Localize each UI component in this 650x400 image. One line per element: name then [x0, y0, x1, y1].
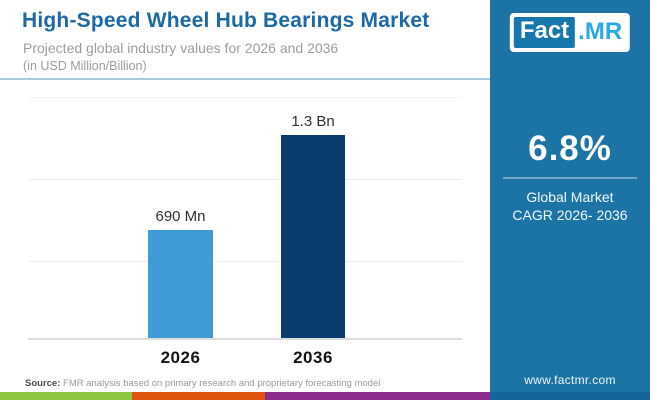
header-divider [0, 78, 490, 80]
factmr-logo: Fact .MR [509, 13, 631, 53]
subtitle-line2: (in USD Million/Billion) [23, 59, 147, 74]
gridline [28, 261, 462, 262]
bar-column-2036: 1.3 Bn 2036 [281, 80, 345, 367]
bar-2026 [148, 230, 213, 338]
bar-value-label-2026: 690 Mn [155, 208, 206, 225]
website-url: www.factmr.com [524, 373, 616, 387]
logo-mr-text: .MR [578, 17, 623, 45]
gridline [28, 179, 462, 180]
source-text: FMR analysis based on primary research a… [60, 378, 381, 389]
bar-value-label-2036: 1.3 Bn [291, 113, 335, 130]
bar-chart: 690 Mn 2026 1.3 Bn 2036 [0, 80, 490, 367]
header: High-Speed Wheel Hub Bearings Market Pro… [22, 8, 482, 74]
cagr-value: 6.8% [528, 129, 612, 168]
stripe-segment [265, 392, 490, 400]
sidebar: Fact .MR 6.8% Global Market CAGR 2026- 2… [490, 0, 650, 400]
bar-column-2026: 690 Mn 2026 [148, 80, 213, 367]
x-tick-label-2036: 2036 [293, 348, 333, 367]
source-note: Source: FMR analysis based on primary re… [25, 378, 380, 389]
stripe-segment [0, 392, 132, 400]
stripe-segment [490, 392, 650, 400]
stripe-segment [132, 392, 265, 400]
logo-fact-text: Fact [513, 17, 576, 49]
subtitle-line1: Projected global industry values for 202… [23, 40, 339, 57]
cagr-label-line1: Global Market [526, 188, 614, 205]
gridline [28, 97, 462, 98]
x-axis-line [28, 338, 462, 340]
stat-divider [503, 176, 637, 179]
x-tick-label-2026: 2026 [160, 348, 201, 367]
content-panel: High-Speed Wheel Hub Bearings Market Pro… [0, 8, 490, 389]
cagr-stat: 6.8% Global Market CAGR 2026- 2036 [490, 129, 650, 225]
cagr-label-line2: CAGR 2026- 2036 [512, 207, 628, 224]
bar-2036 [281, 135, 345, 338]
page-title: High-Speed Wheel Hub Bearings Market [22, 9, 430, 32]
bottom-stripe [0, 392, 650, 400]
source-label: Source: [25, 378, 61, 389]
